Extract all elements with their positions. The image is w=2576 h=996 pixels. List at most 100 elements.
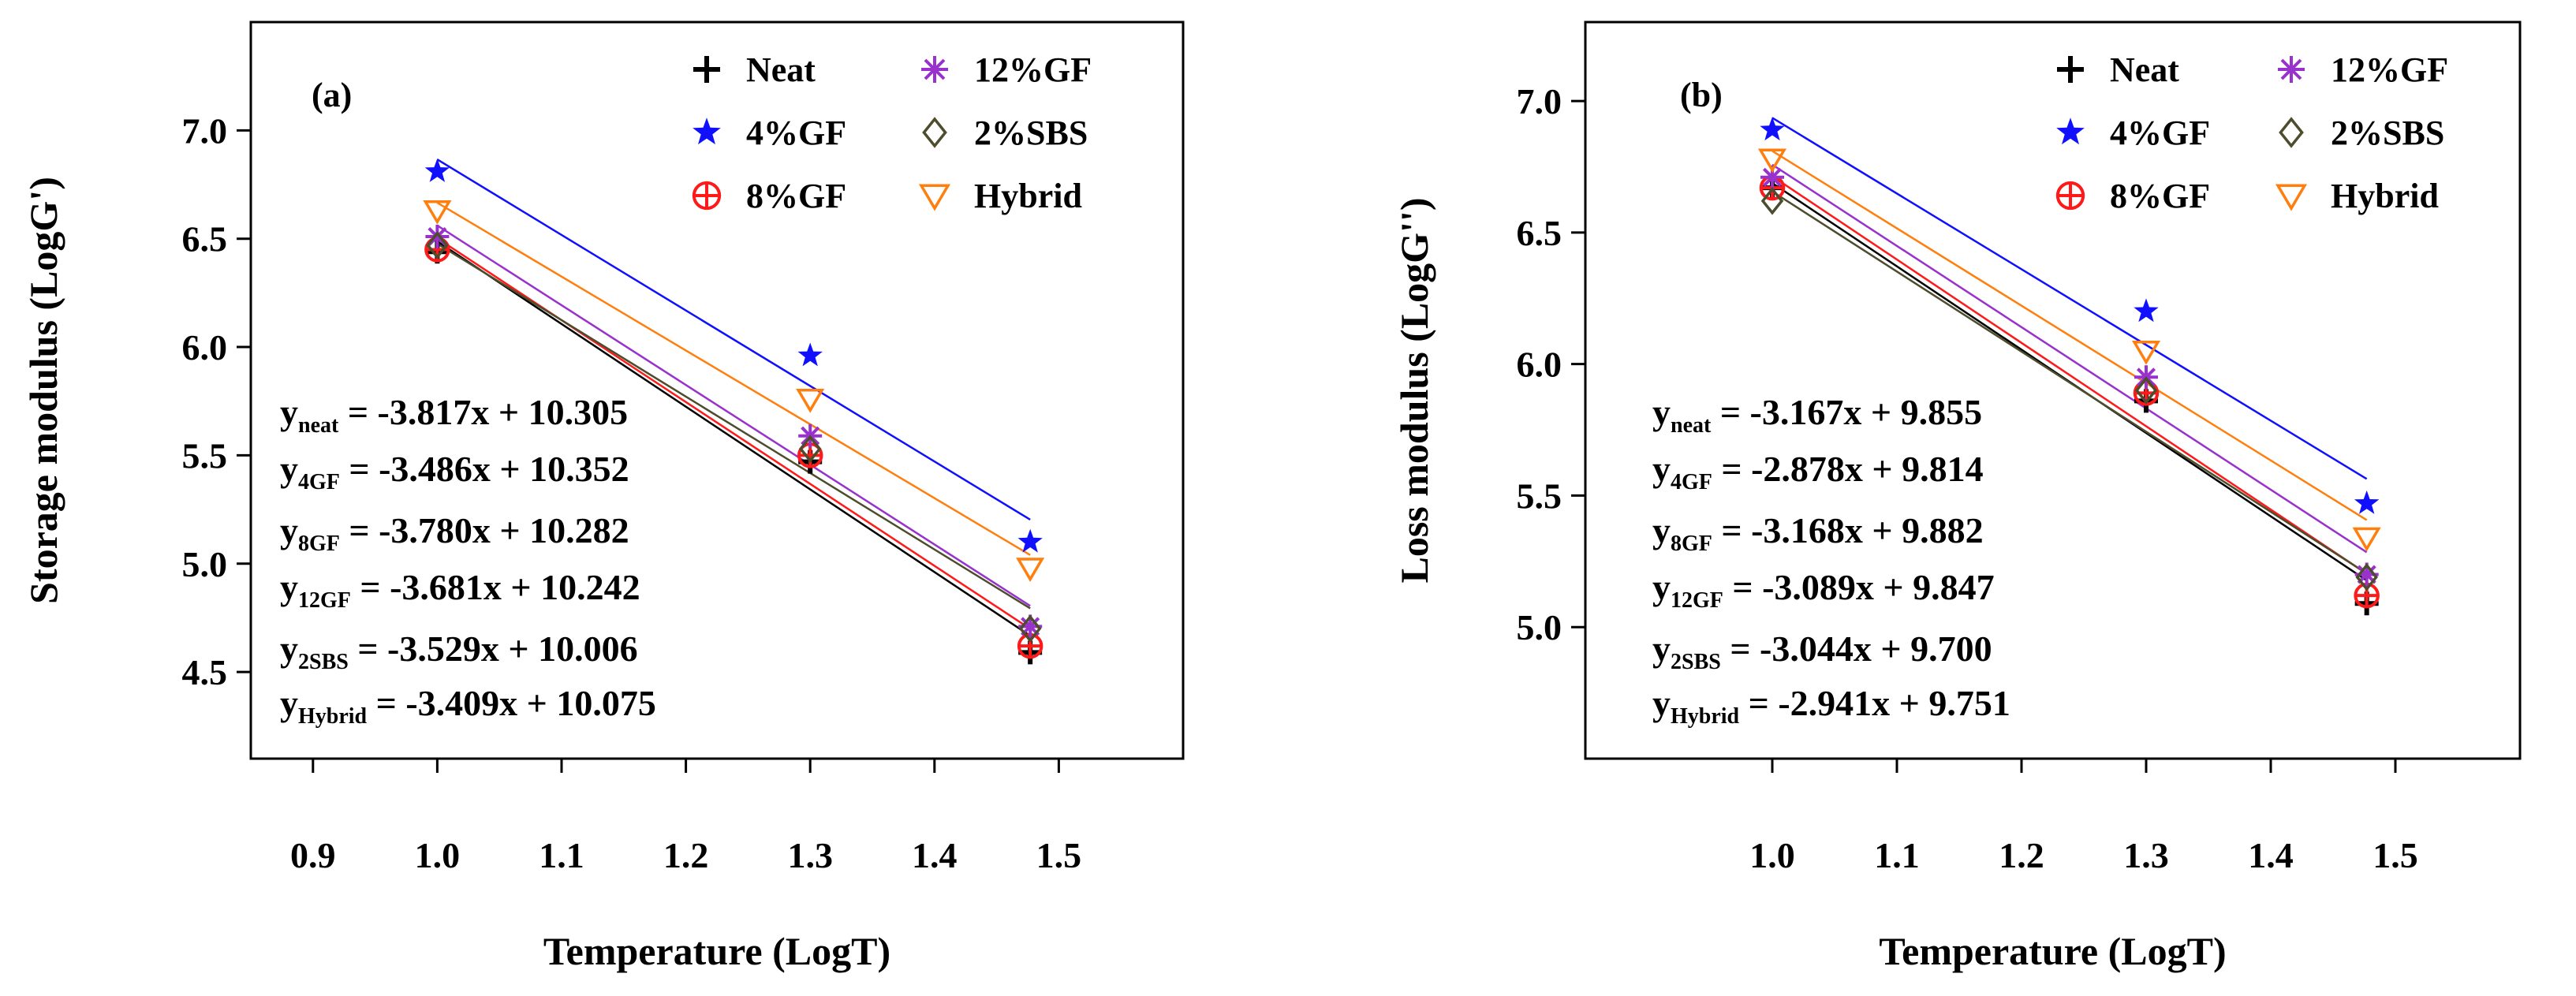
equation-rhs: = -3.167x + 9.855 (1711, 392, 1982, 432)
equation-subscript: 4GF (1671, 470, 1712, 494)
legend-marker (2275, 184, 2308, 211)
legend-label: Neat (2110, 50, 2179, 89)
y-tick-label: 5.5 (182, 435, 228, 476)
y-axis-label: Storage modulus (LogG') (21, 177, 65, 604)
equation-subscript: neat (298, 413, 339, 438)
data-point (798, 435, 822, 463)
data-point (425, 225, 450, 248)
trendline-hybrid (436, 202, 1031, 556)
legend-label: 12%GF (974, 50, 1092, 89)
series-2sbs (426, 231, 1042, 643)
data-point (423, 200, 452, 225)
y-tick-label: 6.5 (182, 219, 228, 259)
regression-equation: y12GF = -3.681x + 10.242 (280, 567, 640, 613)
panel-a: 4.5 5.0 5.5 6.0 6.5 7.0 0.9 1.0 1.1 1.2 1.3 1.4 1.5 T… (21, 21, 1185, 973)
y-tick-label: 4.5 (182, 652, 228, 692)
equation-subscript: Hybrid (298, 704, 368, 729)
equation-rhs: = -3.044x + 9.700 (1721, 629, 1992, 669)
x-tick-label: 1.2 (1999, 835, 2044, 875)
equation-subscript: 2SBS (298, 650, 349, 674)
data-point (1018, 614, 1043, 639)
data-point (1760, 187, 1784, 215)
y-axis-label: Loss modulus (LogG'') (1392, 197, 1436, 583)
data-point (426, 231, 449, 259)
legend-marker-cross (2057, 182, 2084, 209)
trendline-neat (436, 240, 1031, 637)
regression-equation: y2SBS = -3.044x + 9.700 (1652, 629, 1992, 674)
data-point (2352, 527, 2381, 552)
legend-marker (2278, 56, 2305, 83)
legend-label: 12%GF (2331, 50, 2448, 89)
legend-label: Neat (746, 50, 816, 89)
legend-marker-cross (693, 182, 720, 209)
regression-equation: y12GF = -3.089x + 9.847 (1652, 567, 1995, 613)
regression-equation: y2SBS = -3.529x + 10.006 (280, 629, 638, 674)
equation-subscript: 8GF (1671, 532, 1712, 556)
legend-marker (2055, 181, 2085, 211)
regression-equation: y4GF = -3.486x + 10.352 (280, 449, 629, 494)
legend-marker (918, 184, 951, 211)
legend-label: 8%GF (746, 177, 846, 215)
x-tick-label: 1.5 (2373, 835, 2418, 875)
legend-marker (2279, 117, 2304, 148)
equation-rhs: = -3.817x + 10.305 (338, 392, 628, 432)
data-point (2355, 563, 2378, 591)
trendline-8gf (1771, 175, 2368, 575)
equation-variable: y (1652, 449, 1671, 489)
legend-label: 2%SBS (2331, 114, 2444, 152)
legend-label: Hybrid (2331, 177, 2439, 215)
equation-variable: y (280, 449, 298, 489)
y-tick-label: 6.5 (1517, 213, 1562, 253)
x-axis-label: Temperature (LogT) (1879, 929, 2226, 973)
x-tick-label: 1.3 (2123, 835, 2169, 875)
series-4gf (1760, 117, 2380, 514)
data-point (1017, 528, 1043, 553)
x-axis-label: Temperature (LogT) (543, 929, 890, 973)
x-tick-label: 1.0 (1749, 835, 1795, 875)
legend-label: 4%GF (2110, 114, 2210, 152)
x-tick-label: 1.0 (415, 835, 461, 875)
data-point (796, 388, 825, 413)
legend-label: Hybrid (974, 177, 1082, 215)
regression-equation: yHybrid = -3.409x + 10.075 (280, 683, 656, 729)
plot-frame (249, 21, 1185, 760)
trendline-12gf (1771, 163, 2368, 554)
y-axis: 4.5 5.0 5.5 6.0 6.5 7.0 (182, 110, 251, 692)
data-point (1018, 614, 1042, 643)
equation-variable: y (280, 629, 298, 669)
trendline-4gf (1771, 117, 2368, 480)
trendline-hybrid (1771, 150, 2368, 521)
x-axis: 0.9 1.0 1.1 1.2 1.3 1.4 1.5 (290, 759, 1081, 875)
equation-rhs: = -3.681x + 10.242 (351, 567, 640, 607)
series-hybrid (1757, 148, 2381, 552)
data-point (2134, 298, 2159, 323)
x-tick-label: 1.2 (663, 835, 709, 875)
legend-marker (2056, 118, 2085, 145)
equation-rhs: = -2.941x + 9.751 (1739, 683, 2010, 723)
legend-marker (693, 118, 721, 145)
equation-subscript: neat (1671, 413, 1712, 438)
legend-label: 8%GF (2110, 177, 2210, 215)
legend-marker (921, 56, 948, 83)
equation-rhs: = -3.168x + 9.882 (1712, 510, 1984, 550)
x-tick-label: 0.9 (290, 835, 336, 875)
series-4gf (424, 159, 1043, 553)
legend-label: 2%SBS (974, 114, 1088, 152)
x-tick-label: 1.3 (787, 835, 833, 875)
data-point (1016, 558, 1045, 582)
equation-subscript: Hybrid (1671, 704, 1740, 729)
legend-marker (922, 117, 947, 148)
y-axis: 5.0 5.5 6.0 6.5 7.0 (1517, 81, 1585, 647)
trendline-2sbs (1771, 190, 2368, 575)
y-tick-label: 5.0 (182, 544, 228, 584)
y-tick-label: 5.5 (1517, 476, 1562, 516)
data-point (2354, 490, 2380, 514)
equation-subscript: 12GF (1671, 588, 1723, 613)
equation-variable: y (1652, 683, 1671, 723)
legend-marker (692, 181, 722, 211)
panel-label: (a) (312, 76, 352, 114)
legend-marker (693, 56, 720, 83)
plot-frame (1584, 21, 2522, 760)
